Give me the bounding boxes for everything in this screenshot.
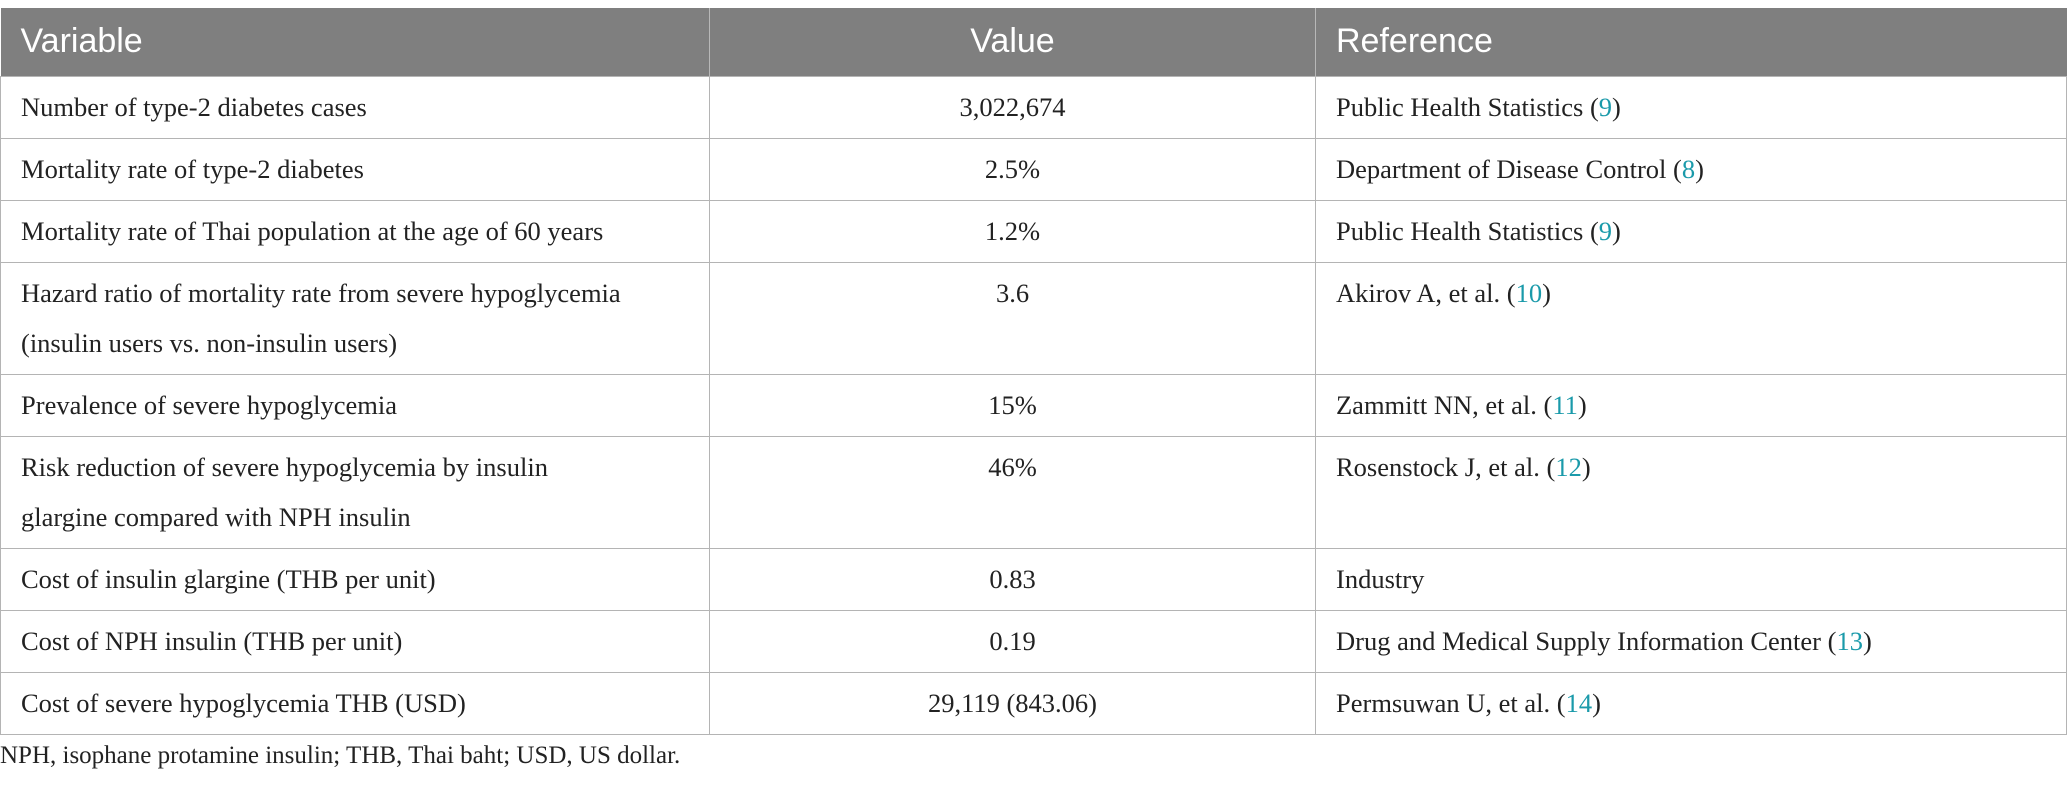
reference-cell: Zammitt NN, et al. (11) (1315, 373, 2067, 437)
value-cell: 3,022,674 (709, 75, 1316, 139)
value-cell: 15% (709, 373, 1316, 437)
table-row: Mortality rate of Thai population at the… (0, 199, 2067, 263)
reference-cell: Akirov A, et al. (10) (1315, 261, 2067, 375)
table-row: Cost of insulin glargine (THB per unit) … (0, 547, 2067, 611)
reference-text: Rosenstock J, et al. (1336, 451, 1540, 482)
reference-text: Industry (1336, 563, 1425, 594)
reference-cell: Public Health Statistics (9) (1315, 75, 2067, 139)
value-cell: 29,119 (843.06) (709, 671, 1316, 735)
value-cell: 2.5% (709, 137, 1316, 201)
variable-cell: Risk reduction of severe hypoglycemia by… (0, 435, 710, 549)
variable-cell: Cost of severe hypoglycemia THB (USD) (0, 671, 710, 735)
value-cell: 3.6 (709, 261, 1316, 375)
reference-cell: Drug and Medical Supply Information Cent… (1315, 609, 2067, 673)
value-cell: 0.83 (709, 547, 1316, 611)
value-cell: 46% (709, 435, 1316, 549)
reference-cell: Public Health Statistics (9) (1315, 199, 2067, 263)
reference-cell: Permsuwan U, et al. (14) (1315, 671, 2067, 735)
reference-text: Department of Disease Control (1336, 153, 1667, 184)
variable-cell: Mortality rate of Thai population at the… (0, 199, 710, 263)
table-row: Mortality rate of type-2 diabetes 2.5% D… (0, 137, 2067, 201)
table-header-row: Variable Value Reference (0, 8, 2067, 76)
parameters-table-container: Variable Value Reference Number of type-… (0, 8, 2067, 735)
table-row: Number of type-2 diabetes cases 3,022,67… (0, 75, 2067, 139)
reference-cell: Industry (1315, 547, 2067, 611)
reference-cell: Department of Disease Control (8) (1315, 137, 2067, 201)
table-row: Cost of NPH insulin (THB per unit) 0.19 … (0, 609, 2067, 673)
value-cell: 1.2% (709, 199, 1316, 263)
citation-link[interactable]: 12 (1555, 451, 1582, 482)
table-footnote: NPH, isophane protamine insulin; THB, Th… (0, 742, 681, 769)
reference-text: Zammitt NN, et al. (1336, 389, 1537, 420)
variable-cell: Cost of insulin glargine (THB per unit) (0, 547, 710, 611)
variable-line: Risk reduction of severe hypoglycemia by… (21, 451, 548, 482)
table-row: Hazard ratio of mortality rate from seve… (0, 261, 2067, 375)
variable-cell: Hazard ratio of mortality rate from seve… (0, 261, 710, 375)
table-row: Cost of severe hypoglycemia THB (USD) 29… (0, 671, 2067, 735)
citation-link[interactable]: 14 (1565, 687, 1593, 718)
citation-link[interactable]: 9 (1598, 91, 1613, 122)
variable-cell: Mortality rate of type-2 diabetes (0, 137, 710, 201)
reference-text: Drug and Medical Supply Information Cent… (1336, 625, 1821, 656)
reference-text: Permsuwan U, et al. (1336, 687, 1551, 718)
header-variable: Variable (0, 8, 710, 76)
table-row: Prevalence of severe hypoglycemia 15% Za… (0, 373, 2067, 437)
reference-text: Akirov A, et al. (1336, 277, 1501, 308)
variable-cell: Number of type-2 diabetes cases (0, 75, 710, 139)
parameters-table: Variable Value Reference Number of type-… (0, 8, 2067, 735)
variable-line: (insulin users vs. non-insulin users) (21, 327, 398, 358)
citation-link[interactable]: 13 (1836, 625, 1863, 656)
reference-cell: Rosenstock J, et al. (12) (1315, 435, 2067, 549)
reference-text: Public Health Statistics (1336, 91, 1584, 122)
citation-link[interactable]: 10 (1515, 277, 1543, 308)
variable-cell: Cost of NPH insulin (THB per unit) (0, 609, 710, 673)
table-row: Risk reduction of severe hypoglycemia by… (0, 435, 2067, 549)
variable-line: Hazard ratio of mortality rate from seve… (21, 277, 621, 308)
header-value: Value (709, 8, 1316, 76)
reference-text: Public Health Statistics (1336, 215, 1584, 246)
header-reference: Reference (1315, 8, 2067, 76)
citation-link[interactable]: 9 (1598, 215, 1613, 246)
value-cell: 0.19 (709, 609, 1316, 673)
variable-cell: Prevalence of severe hypoglycemia (0, 373, 710, 437)
citation-link[interactable]: 8 (1681, 153, 1696, 184)
variable-line: glargine compared with NPH insulin (21, 501, 411, 532)
citation-link[interactable]: 11 (1552, 389, 1578, 420)
